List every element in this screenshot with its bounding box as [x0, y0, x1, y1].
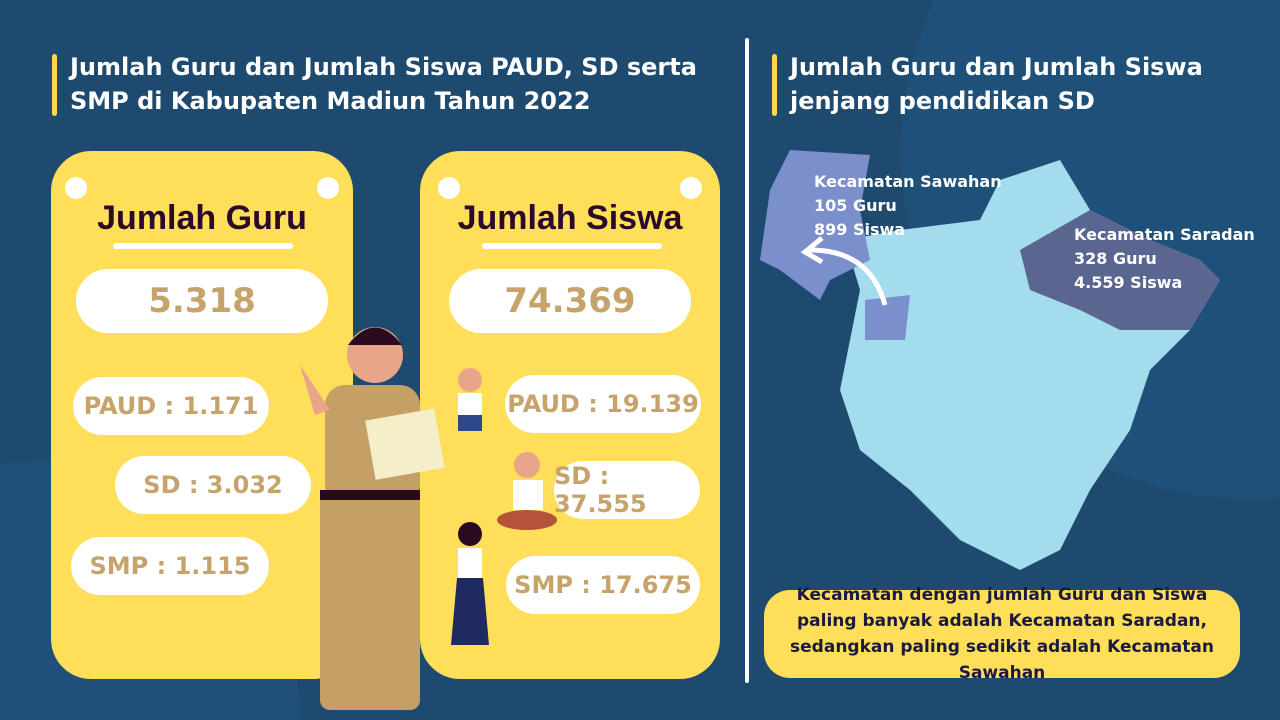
- map-region-saradan: [1020, 210, 1220, 330]
- guru-paud: PAUD : 1.171: [73, 377, 269, 435]
- guru-total: 5.318: [76, 269, 328, 333]
- siswa-paud: PAUD : 19.139: [505, 375, 701, 433]
- guru-heading: Jumlah Guru: [97, 199, 307, 237]
- map-region-sawahan: [760, 150, 870, 300]
- siswa-heading: Jumlah Siswa: [457, 199, 683, 237]
- student-illustration: [458, 368, 482, 431]
- siswa-total: 74.369: [449, 269, 691, 333]
- siswa-smp: SMP : 17.675: [506, 556, 700, 614]
- guru-card: Jumlah Guru 5.318 PAUD : 1.171 SD : 3.03…: [51, 151, 353, 679]
- hole: [65, 177, 87, 199]
- sawahan-name: Kecamatan Sawahan: [814, 172, 1002, 191]
- hole: [317, 177, 339, 199]
- sawahan-guru: 105 Guru: [814, 196, 897, 215]
- sawahan-label: Kecamatan Sawahan 105 Guru 899 Siswa: [814, 170, 1002, 242]
- saradan-guru: 328 Guru: [1074, 249, 1157, 268]
- right-title: Jumlah Guru dan Jumlah Siswa jenjang pen…: [772, 50, 1232, 118]
- student-illustration: [451, 522, 489, 645]
- saradan-label: Kecamatan Saradan 328 Guru 4.559 Siswa: [1074, 223, 1255, 295]
- underline: [113, 243, 293, 249]
- saradan-name: Kecamatan Saradan: [1074, 225, 1255, 244]
- arrow-head-icon: [800, 236, 824, 265]
- map-madiun: [760, 150, 1220, 570]
- map-region-sawahan-inset: [865, 295, 910, 340]
- hole: [680, 177, 702, 199]
- student-illustration: [497, 452, 557, 530]
- teacher-illustration: [300, 327, 445, 710]
- saradan-siswa: 4.559 Siswa: [1074, 273, 1183, 292]
- arrow-icon: [809, 247, 888, 306]
- hole: [438, 177, 460, 199]
- underline: [482, 243, 662, 249]
- summary-note: Kecamatan dengan jumlah Guru dan Siswa p…: [764, 585, 1240, 683]
- left-title: Jumlah Guru dan Jumlah Siswa PAUD, SD se…: [52, 50, 712, 118]
- guru-sd: SD : 3.032: [115, 456, 311, 514]
- siswa-sd: SD : 37.555: [554, 461, 700, 519]
- guru-smp: SMP : 1.115: [71, 537, 269, 595]
- divider: [745, 38, 749, 683]
- sawahan-siswa: 899 Siswa: [814, 220, 906, 239]
